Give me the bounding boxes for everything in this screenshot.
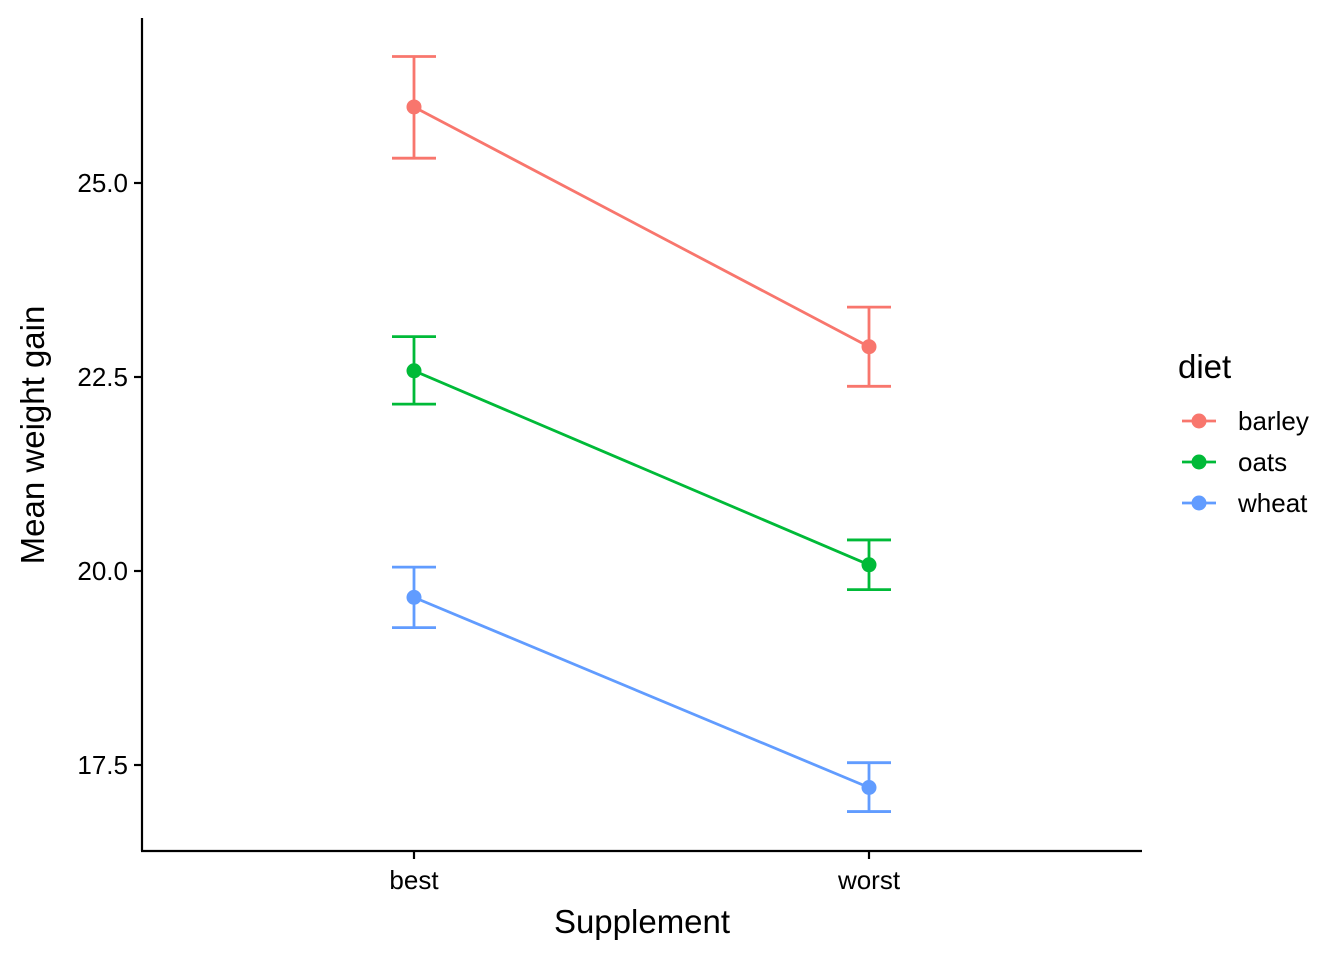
series-layer bbox=[392, 55, 891, 813]
series-wheat bbox=[392, 565, 891, 813]
legend-items: barley oats wheat bbox=[1182, 406, 1309, 518]
data-point bbox=[406, 363, 422, 379]
x-axis-title: Supplement bbox=[554, 903, 730, 940]
data-point bbox=[406, 589, 422, 605]
legend-item-wheat: wheat bbox=[1182, 488, 1308, 518]
legend: diet barley oats wheat bbox=[1178, 348, 1309, 518]
data-point bbox=[861, 557, 877, 573]
y-ticks: 17.5 20.0 22.5 25.0 bbox=[77, 168, 142, 780]
y-tick-label: 22.5 bbox=[77, 362, 128, 392]
y-tick-label: 20.0 bbox=[77, 556, 128, 586]
legend-key-point bbox=[1191, 495, 1207, 511]
data-point bbox=[861, 339, 877, 355]
legend-title: diet bbox=[1178, 348, 1231, 385]
legend-label: oats bbox=[1238, 447, 1287, 477]
legend-item-barley: barley bbox=[1182, 406, 1309, 436]
legend-key-point bbox=[1191, 413, 1207, 429]
data-point bbox=[406, 99, 422, 115]
x-ticks: best worst bbox=[389, 851, 901, 895]
series-line bbox=[413, 596, 870, 789]
legend-label: barley bbox=[1238, 406, 1309, 436]
x-tick-label: worst bbox=[837, 865, 901, 895]
x-tick-label: best bbox=[389, 865, 439, 895]
data-point bbox=[861, 780, 877, 796]
y-tick-label: 17.5 bbox=[77, 750, 128, 780]
series-line bbox=[413, 369, 870, 567]
legend-label: wheat bbox=[1237, 488, 1308, 518]
plot-area: 17.5 20.0 22.5 25.0 best worst bbox=[77, 18, 1142, 895]
legend-item-oats: oats bbox=[1182, 447, 1287, 477]
series-barley bbox=[392, 55, 891, 388]
y-axis-title: Mean weight gain bbox=[14, 306, 51, 565]
y-tick-label: 25.0 bbox=[77, 168, 128, 198]
legend-key-point bbox=[1191, 454, 1207, 470]
series-oats bbox=[392, 335, 891, 592]
series-line bbox=[413, 105, 870, 348]
